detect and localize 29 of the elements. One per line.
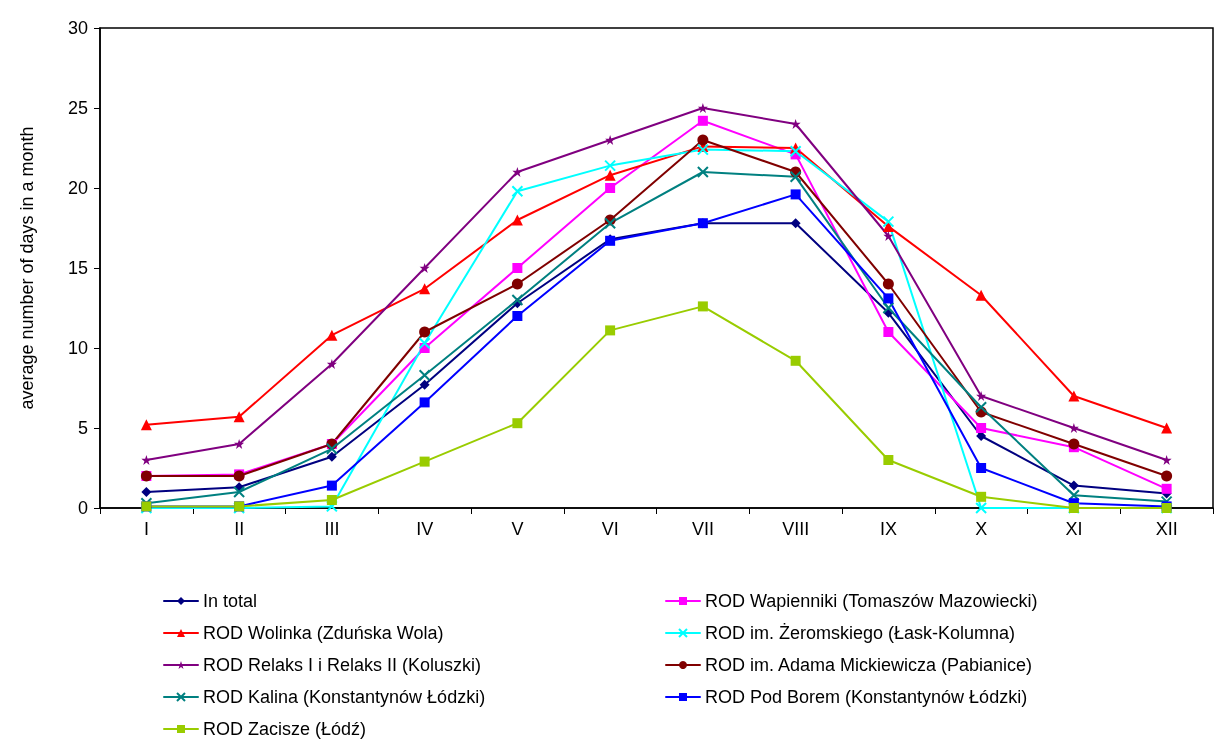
y-tick-label: 25	[67, 98, 88, 118]
x-tick-label: XI	[1065, 519, 1083, 539]
y-axis-title: average number of days in a month	[17, 126, 37, 410]
x-tick-label: IX	[879, 519, 897, 539]
legend-label: ROD im. Żeromskiego (Łask-Kolumna)	[705, 623, 1016, 643]
legend-label: ROD Kalina (Konstantynów Łódzki)	[203, 687, 486, 707]
x-tick-label: XII	[1155, 519, 1178, 539]
x-tick-label: IV	[416, 519, 434, 539]
x-tick-label: X	[975, 519, 988, 539]
legend-label: ROD Relaks I i Relaks II (Koluszki)	[203, 655, 482, 675]
legend-label: In total	[203, 591, 258, 611]
x-tick-label: VIII	[782, 519, 810, 539]
legend-label: ROD Zacisze (Łódź)	[203, 719, 367, 739]
x-tick-label: I	[143, 519, 149, 539]
legend-label: ROD Wolinka (Zduńska Wola)	[203, 623, 444, 643]
x-tick-label: VII	[691, 519, 714, 539]
y-tick-label: 30	[67, 18, 88, 38]
x-tick-label: V	[511, 519, 524, 539]
legend-label: ROD im. Adama Mickiewicza (Pabianice)	[705, 655, 1033, 675]
x-tick-label: VI	[601, 519, 619, 539]
x-tick-label: III	[324, 519, 340, 539]
legend-label: ROD Pod Borem (Konstantynów Łódzki)	[705, 687, 1028, 707]
y-tick-label: 5	[77, 418, 88, 438]
y-tick-label: 15	[67, 258, 88, 278]
y-tick-label: 0	[77, 498, 88, 518]
legend-label: ROD Wapienniki (Tomaszów Mazowiecki)	[705, 591, 1038, 611]
y-tick-label: 10	[67, 338, 88, 358]
x-tick-label: II	[234, 519, 245, 539]
y-tick-label: 20	[67, 178, 88, 198]
